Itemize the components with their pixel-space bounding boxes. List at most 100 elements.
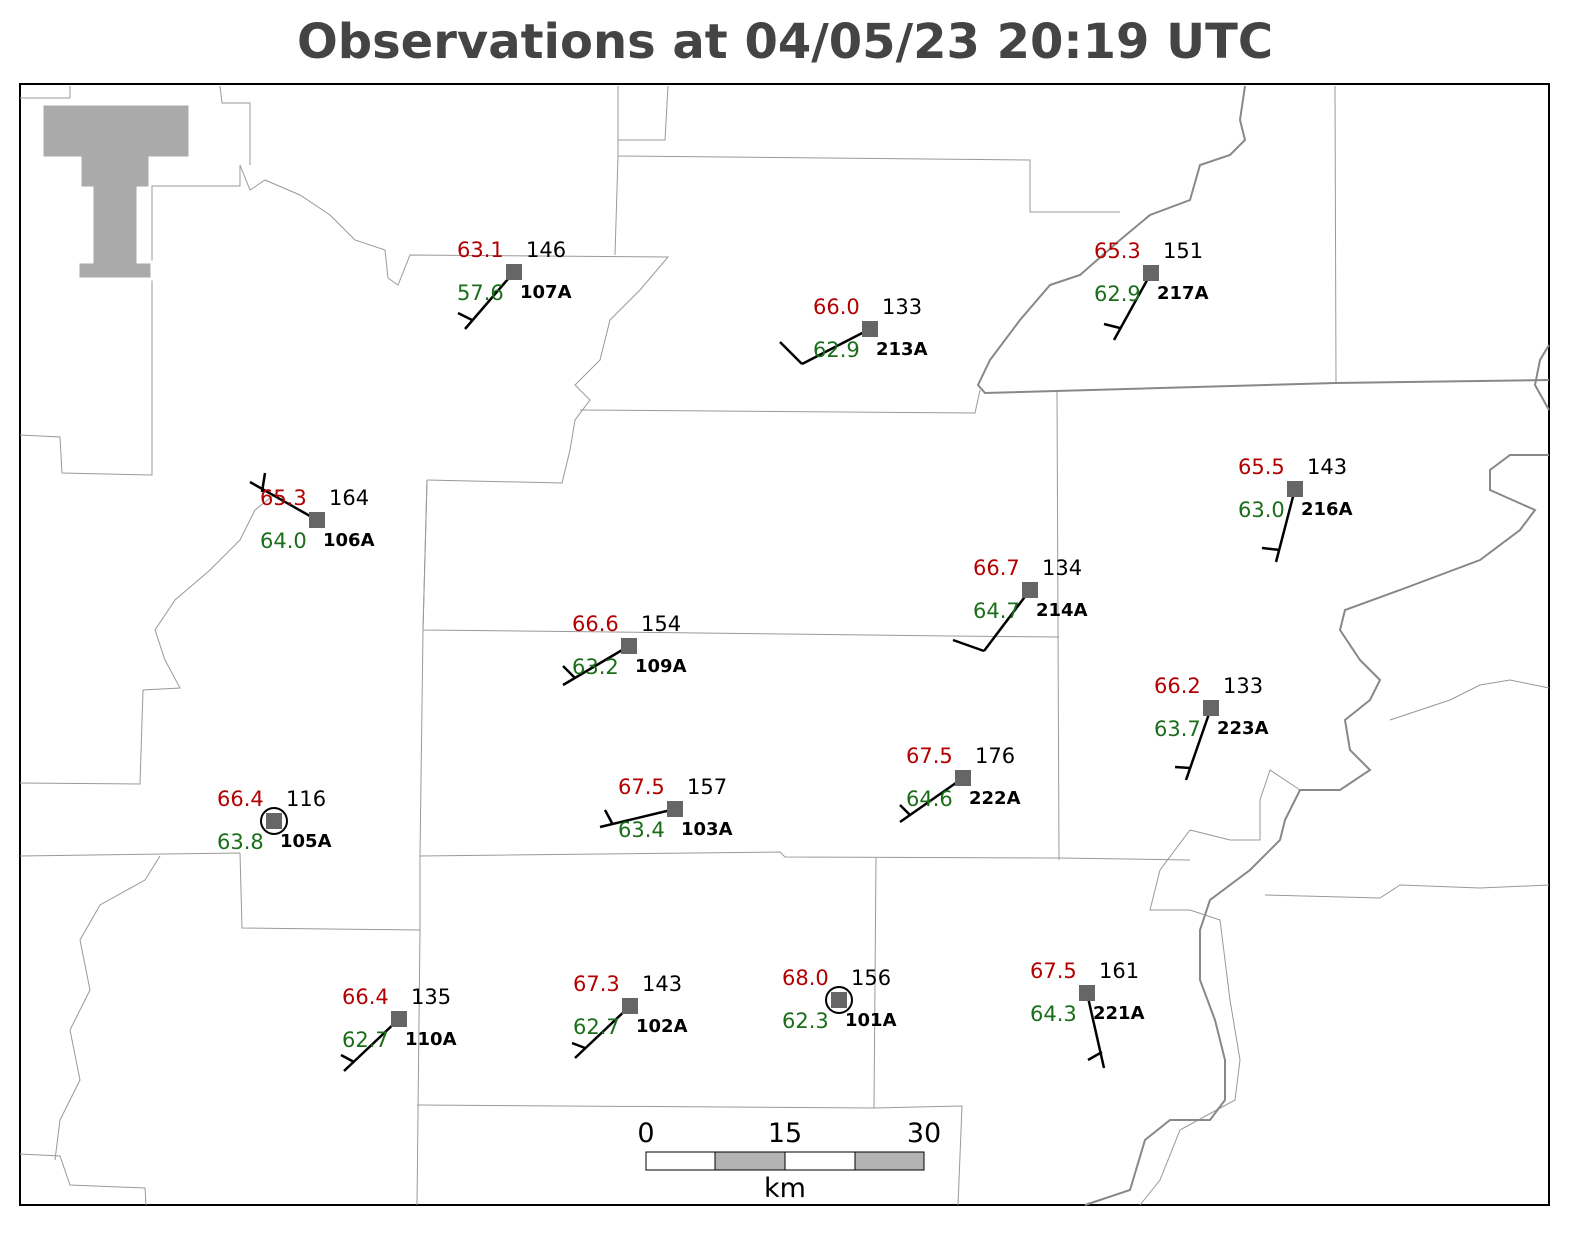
station-marker [622,998,638,1014]
station-id: 101A [845,1010,897,1031]
station-id: 105A [280,831,332,852]
scale-label: 30 [907,1118,941,1149]
wind-barb-tick [1103,322,1121,330]
dewpoint: 62.7 [573,1015,620,1039]
pressure: 133 [882,295,922,319]
dewpoint: 62.9 [1094,282,1141,306]
temperature: 65.3 [260,486,307,510]
station-marker [506,264,522,280]
map-frame [19,83,1550,1206]
calm-circle [260,807,288,835]
wind-barb [1112,272,1153,341]
pressure: 133 [1223,674,1263,698]
dewpoint: 63.8 [217,830,264,854]
temperature: 67.3 [573,972,620,996]
station: 65.3 164 64.0 106A [249,472,375,553]
station-marker [1287,481,1303,497]
station-marker [1203,700,1219,716]
pressure: 116 [286,787,326,811]
station: 66.7 134 64.7 214A [952,556,1088,653]
wind-barb-tick [1087,1050,1103,1062]
scale-bar: 0 15 30 km [637,1118,941,1204]
station-id: 216A [1301,499,1353,520]
station: 67.5 161 64.3 221A [1030,959,1145,1069]
pressure: 154 [641,612,681,636]
wind-barb-tick [603,809,614,824]
rivers-state-lines [976,85,1550,1206]
scale-label: 0 [637,1118,654,1149]
wind-barb [899,776,964,824]
wind-barb [599,807,676,829]
temperature: 65.3 [1094,239,1141,263]
station-id: 102A [636,1016,688,1037]
dewpoint: 64.0 [260,529,307,553]
station-id: 223A [1217,718,1269,739]
dewpoint: 57.6 [457,281,504,305]
wind-barb-tick [457,311,473,322]
wind-barb [574,1005,631,1059]
station-id: 110A [405,1029,457,1050]
dewpoint: 63.2 [572,655,619,679]
station: 63.1 146 57.6 107A [457,238,572,330]
station: 65.3 151 62.9 217A [1094,239,1209,341]
calm-circle [825,986,853,1014]
wind-barb-tick [779,341,803,365]
station-marker [1143,265,1159,281]
pressure: 143 [1307,455,1347,479]
dewpoint: 62.9 [813,338,860,362]
temperature: 66.4 [342,985,389,1009]
temperature: 66.2 [1154,674,1201,698]
pressure: 143 [642,972,682,996]
dewpoint: 63.7 [1154,717,1201,741]
wind-barb [1184,707,1213,781]
dewpoint: 62.7 [342,1028,389,1052]
station: 65.5 143 63.0 216A [1238,455,1353,563]
pressure: 151 [1163,239,1203,263]
station: 68.0 156 62.3 101A [782,966,897,1033]
station: 67.5 157 63.4 103A [599,775,733,842]
wind-barb [1085,992,1106,1069]
station: 67.5 176 64.6 222A [899,744,1021,824]
scale-unit: km [764,1173,806,1204]
dewpoint: 63.4 [618,818,665,842]
temperature: 67.5 [906,744,953,768]
wind-barb-tick [1174,765,1191,770]
wind-barb-tick [952,638,985,653]
wind-barb-tick [340,1053,355,1064]
station-marker [667,801,683,817]
pressure: 135 [411,985,451,1009]
temperature: 67.5 [1030,959,1077,983]
station-marker [955,770,971,786]
wind-barb-tick [899,804,911,816]
station: 67.3 143 62.7 102A [571,972,688,1059]
station: 66.6 154 63.2 109A [562,612,687,687]
station-id: 213A [876,339,928,360]
title: Observations at 04/05/23 20:19 UTC [297,14,1273,70]
pressure: 157 [687,775,727,799]
station: 66.4 116 63.8 105A [217,787,332,854]
temperature: 66.6 [572,612,619,636]
dewpoint: 64.7 [973,599,1020,623]
temperature: 63.1 [457,238,504,262]
station-id: 106A [323,530,375,551]
temperature: 68.0 [782,966,829,990]
dewpoint: 64.3 [1030,1002,1077,1026]
dewpoint: 63.0 [1238,498,1285,522]
pressure: 161 [1099,959,1139,983]
stations: 63.1 146 57.6 107A 66.0 133 62.9 213A 65.3 151 62.… [217,238,1353,1072]
wind-barb-tick [1261,546,1281,552]
temperature: 66.7 [973,556,1020,580]
wind-barb-tick [562,665,576,679]
station-marker [309,512,325,528]
temperature: 67.5 [618,775,665,799]
station-marker [862,321,878,337]
station: 66.2 133 63.7 223A [1154,674,1269,781]
wind-barb-tick [571,1041,586,1050]
station-id: 222A [969,788,1021,809]
pressure: 146 [526,238,566,262]
station-id: 217A [1157,283,1209,304]
wind-barb [464,271,515,330]
station-marker [391,1011,407,1027]
